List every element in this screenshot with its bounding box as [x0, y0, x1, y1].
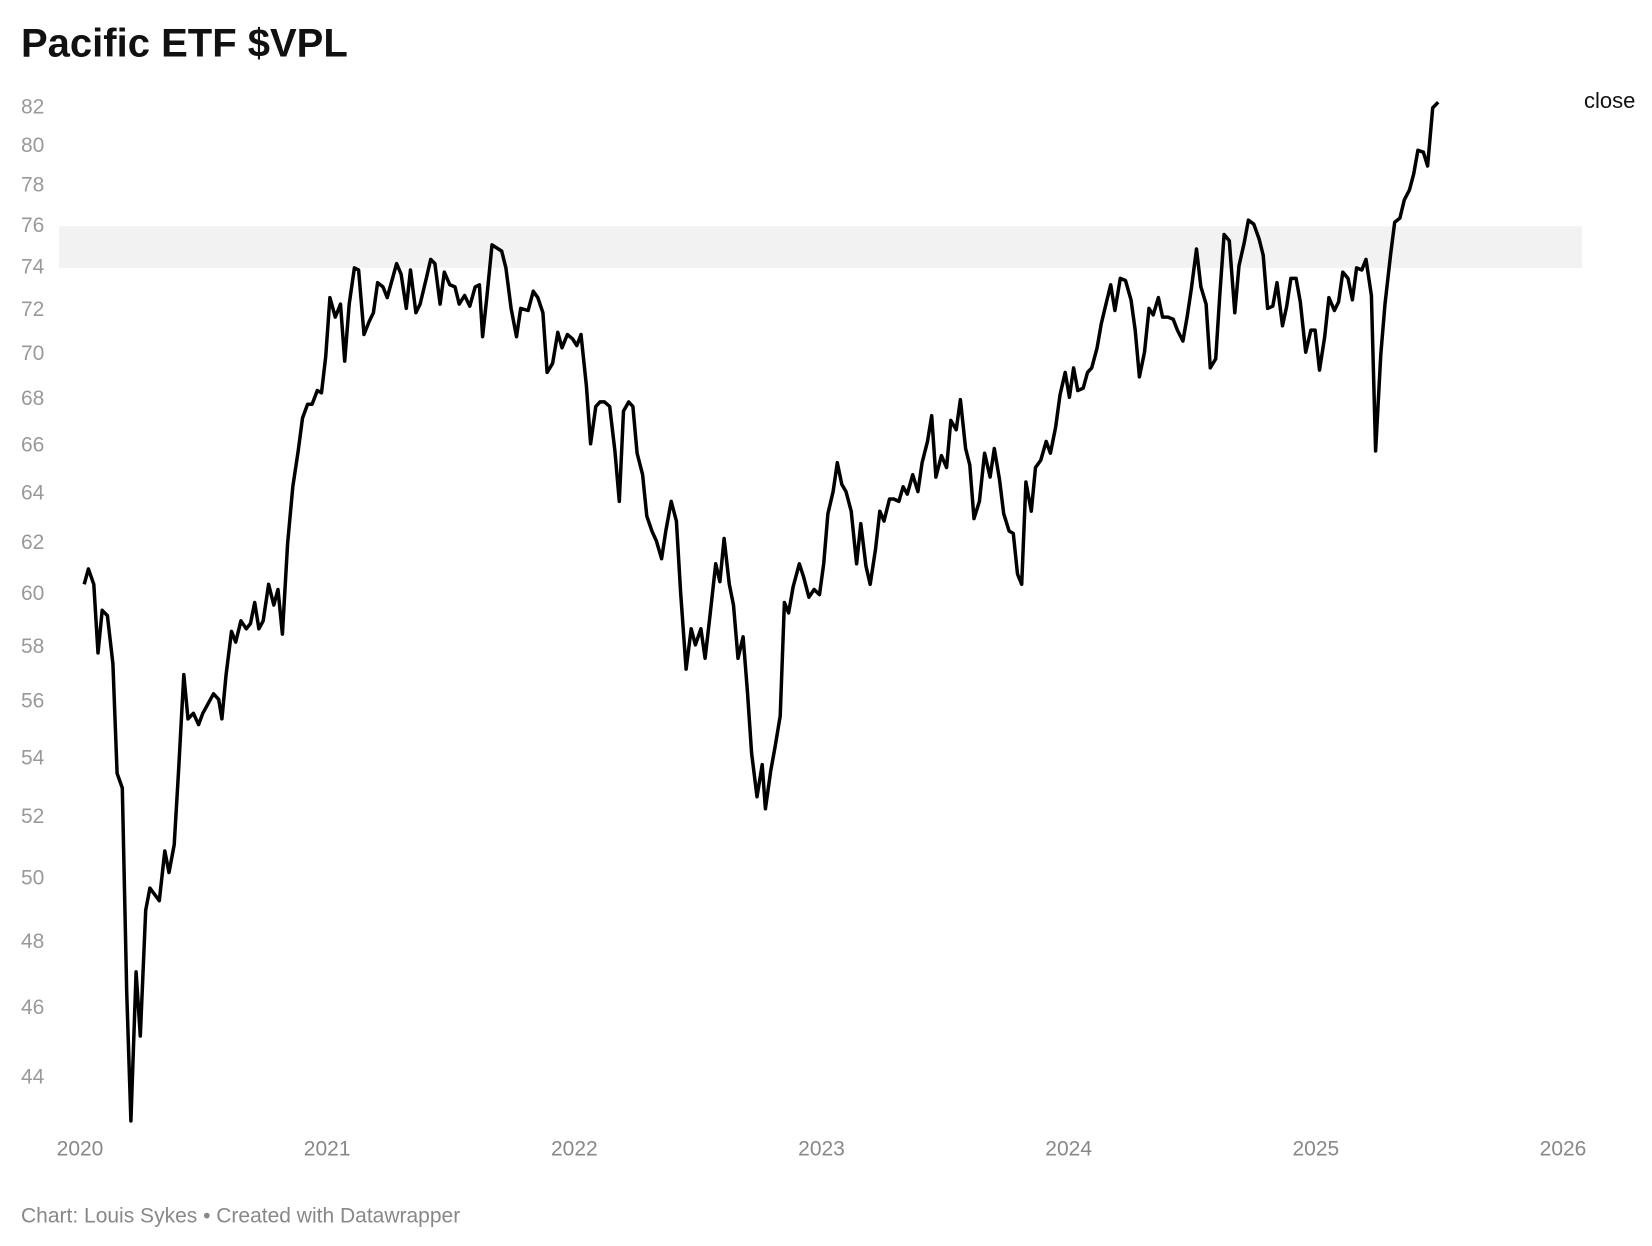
series-label: close: [1584, 88, 1635, 113]
x-tick-label: 2020: [57, 1138, 104, 1161]
y-tick-label: 56: [21, 690, 44, 713]
y-tick-label: 76: [21, 214, 44, 237]
y-tick-label: 64: [21, 482, 45, 505]
x-tick-label: 2026: [1540, 1138, 1587, 1161]
y-tick-label: 80: [21, 134, 44, 157]
highlight-band: [59, 226, 1582, 268]
x-tick-label: 2021: [304, 1138, 351, 1161]
y-tick-label: 82: [21, 95, 44, 118]
y-tick-label: 74: [21, 255, 45, 278]
y-tick-label: 54: [21, 746, 45, 769]
line: [82, 100, 1440, 1123]
y-tick-label: 68: [21, 387, 44, 410]
y-tick-label: 72: [21, 298, 44, 321]
y-tick-label: 52: [21, 805, 44, 828]
y-tick-label: 58: [21, 635, 44, 658]
x-tick-label: 2024: [1045, 1138, 1092, 1161]
footer: Chart: Louis Sykes • Created with Datawr…: [21, 1205, 460, 1228]
y-tick-label: 66: [21, 434, 44, 457]
y-tick-label: 46: [21, 996, 44, 1019]
y-tick-label: 44: [21, 1065, 45, 1088]
y-tick-label: 60: [21, 582, 44, 605]
x-tick-label: 2022: [551, 1138, 598, 1161]
y-tick-label: 48: [21, 930, 44, 953]
chart-title: Pacific ETF $VPL: [21, 22, 348, 66]
y-tick-label: 70: [21, 342, 44, 365]
y-tick-label: 50: [21, 866, 44, 889]
x-tick-label: 2023: [798, 1138, 845, 1161]
y-tick-label: 62: [21, 531, 44, 554]
x-tick-label: 2025: [1292, 1138, 1339, 1161]
y-tick-label: 78: [21, 173, 44, 196]
